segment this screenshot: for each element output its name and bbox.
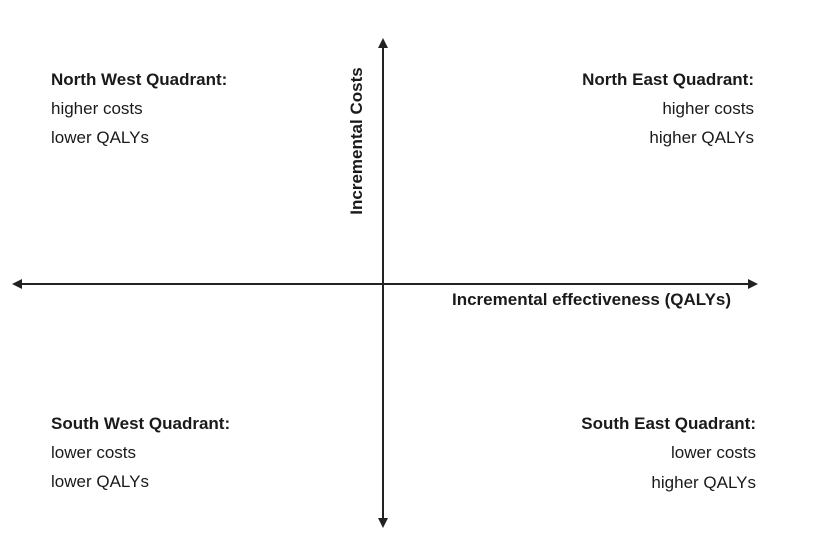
y-axis-bottom-arrowhead: [378, 518, 388, 528]
north-east-costs: higher costs: [662, 99, 754, 118]
north-west-quadrant: North West Quadrant: higher costs lower …: [51, 65, 227, 152]
south-west-qalys: lower QALYs: [51, 472, 149, 491]
south-east-qalys: higher QALYs: [651, 473, 756, 492]
y-axis-label-text: Incremental Costs: [347, 67, 366, 215]
x-axis-left-arrowhead: [12, 279, 22, 289]
x-axis-label: Incremental effectiveness (QALYs): [452, 290, 732, 309]
south-east-quadrant: South East Quadrant: lower costs higher …: [581, 409, 756, 498]
north-west-qalys: lower QALYs: [51, 128, 149, 147]
north-east-title: North East Quadrant:: [582, 70, 754, 89]
x-axis-right-arrowhead: [748, 279, 758, 289]
north-west-costs: higher costs: [51, 99, 143, 118]
south-east-title: South East Quadrant:: [581, 414, 756, 433]
south-east-costs: lower costs: [670, 443, 756, 462]
north-east-qalys: higher QALYs: [649, 128, 754, 147]
y-axis-top-arrowhead: [378, 38, 388, 48]
south-west-quadrant: South West Quadrant: lower costs lower Q…: [51, 409, 230, 496]
south-west-costs: lower costs: [51, 443, 137, 462]
south-west-title: South West Quadrant:: [51, 414, 231, 433]
north-east-quadrant: North East Quadrant: higher costs higher…: [582, 65, 754, 152]
north-west-title: North West Quadrant:: [51, 70, 228, 89]
